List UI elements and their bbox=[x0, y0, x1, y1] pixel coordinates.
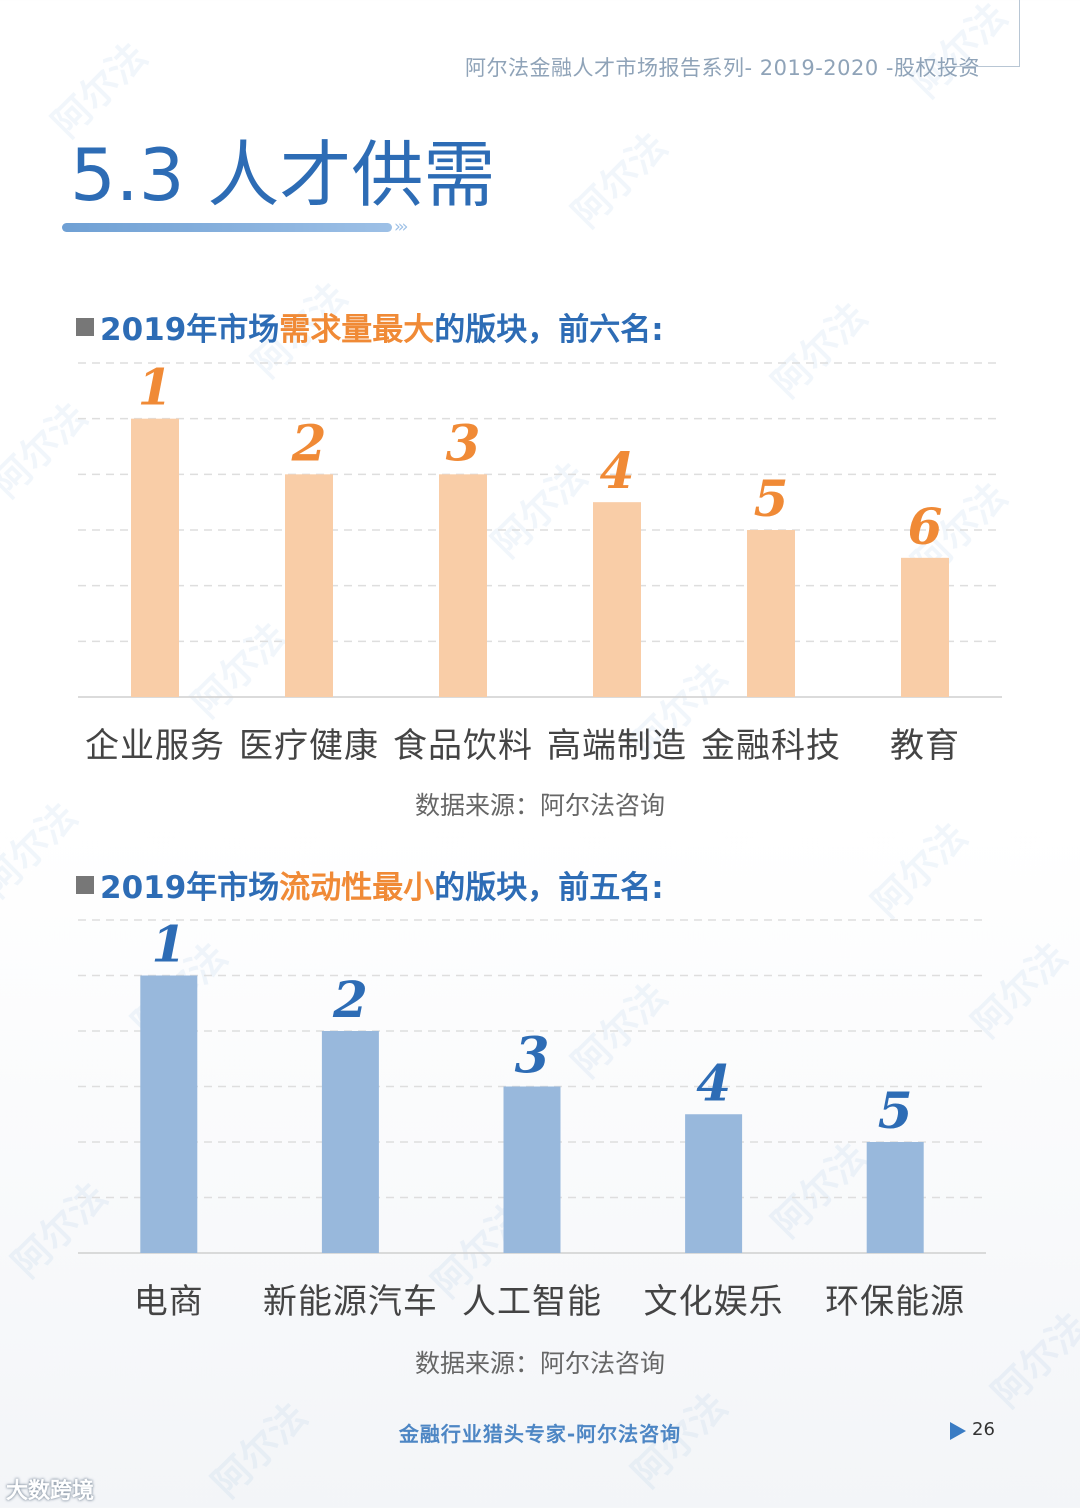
bar bbox=[593, 502, 641, 697]
section-heading-prefix: 2019年市场 bbox=[100, 312, 280, 348]
section-heading-highlight: 需求量最大 bbox=[279, 312, 435, 348]
chevron-right-icon: ››› bbox=[394, 217, 409, 237]
square-bullet-icon bbox=[76, 875, 94, 894]
bar bbox=[503, 1086, 561, 1253]
rank-data-label: 4 bbox=[600, 441, 635, 500]
category-tick-label: 高端制造 bbox=[547, 726, 687, 766]
bar bbox=[131, 418, 179, 697]
bar bbox=[866, 1142, 924, 1253]
footer-tagline: 金融行业猎头专家-阿尔法咨询 bbox=[398, 1422, 682, 1446]
category-tick-label: 人工智能 bbox=[462, 1282, 602, 1322]
bar bbox=[285, 474, 333, 697]
bar bbox=[439, 474, 487, 697]
category-tick-label: 教育 bbox=[890, 726, 960, 766]
rank-data-label: 4 bbox=[696, 1053, 731, 1112]
header-divider bbox=[950, 66, 1020, 67]
page-title: 5.3 人才供需 bbox=[70, 133, 496, 217]
data-source-1: 数据来源：阿尔法咨询 bbox=[414, 791, 665, 820]
category-tick-label: 文化娱乐 bbox=[643, 1282, 784, 1322]
rank-data-label: 6 bbox=[908, 497, 943, 556]
bar bbox=[321, 1031, 379, 1253]
rank-data-label: 3 bbox=[446, 413, 481, 472]
category-tick-label: 医疗健康 bbox=[239, 726, 379, 766]
category-tick-label: 食品饮料 bbox=[393, 726, 533, 766]
category-tick-label: 企业服务 bbox=[85, 726, 225, 766]
rank-data-label: 5 bbox=[878, 1081, 913, 1140]
bar bbox=[140, 975, 198, 1253]
play-arrow-icon bbox=[950, 1422, 966, 1440]
data-source-2: 数据来源：阿尔法咨询 bbox=[414, 1349, 665, 1378]
section-heading-suffix: 的版块，前六名: bbox=[434, 312, 664, 348]
rank-data-label: 2 bbox=[332, 970, 368, 1029]
category-tick-label: 金融科技 bbox=[701, 726, 841, 766]
brand-logo: 大数跨境 bbox=[6, 1479, 95, 1504]
section-heading-suffix: 的版块，前五名: bbox=[434, 870, 664, 906]
rank-data-label: 5 bbox=[754, 469, 789, 528]
bar bbox=[685, 1114, 743, 1253]
rank-data-label: 1 bbox=[151, 915, 186, 974]
category-tick-label: 环保能源 bbox=[825, 1282, 966, 1322]
section-heading-highlight: 流动性最小 bbox=[279, 870, 435, 906]
bar bbox=[747, 530, 795, 697]
section-heading-demand: 2019年市场 需求量最大 的版块，前六名: bbox=[76, 304, 664, 349]
section-heading-prefix: 2019年市场 bbox=[100, 870, 280, 906]
rank-data-label: 1 bbox=[138, 358, 173, 417]
rank-data-label: 2 bbox=[291, 413, 327, 472]
report-series-header: 阿尔法金融人才市场报告系列- 2019-2020 -股权投资 bbox=[465, 56, 980, 80]
bar bbox=[901, 557, 949, 697]
rank-data-label: 3 bbox=[515, 1026, 550, 1085]
header-divider-vertical bbox=[1019, 0, 1020, 67]
category-tick-label: 电商 bbox=[133, 1282, 204, 1322]
page-number: 26 bbox=[972, 1419, 995, 1440]
title-underline-bar bbox=[62, 223, 392, 232]
section-heading-liquidity: 2019年市场 流动性最小 的版块，前五名: bbox=[76, 862, 664, 907]
square-bullet-icon bbox=[76, 317, 94, 336]
category-tick-label: 新能源汽车 bbox=[262, 1282, 438, 1322]
